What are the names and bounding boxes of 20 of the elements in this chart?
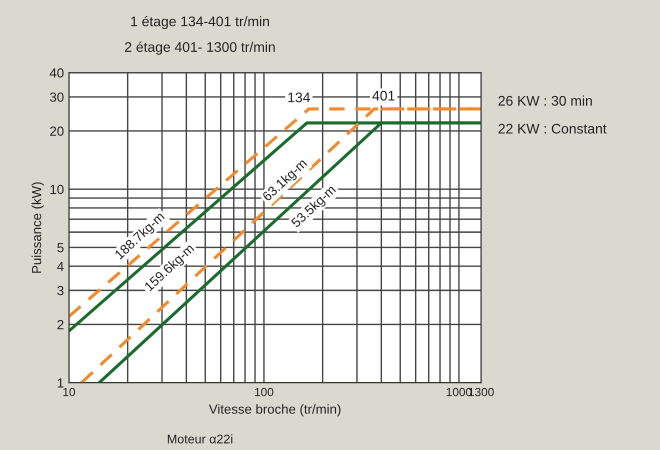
y-tick-label: 3	[57, 286, 64, 296]
y-tick-label: 5	[57, 243, 64, 252]
y-tick-label: 30	[50, 92, 64, 102]
annotation: 26 KW : 30 min	[498, 96, 592, 106]
annotation: 134	[288, 92, 310, 102]
chart-title: 1 étage 134-401 tr/min	[131, 16, 269, 30]
annotation: 22 KW : Constant	[498, 124, 607, 134]
x-tick-label: 100	[255, 388, 274, 396]
y-tick-label: 10	[50, 184, 64, 194]
y-tick-label: 2	[57, 320, 64, 330]
annotation: 401	[372, 90, 395, 101]
chart-subtitle: 2 étage 401- 1300 tr/min	[125, 42, 275, 55]
text: Moteur α22i	[168, 434, 232, 444]
y-tick-label: 1	[58, 378, 64, 388]
y-tick-label: 4	[57, 262, 64, 271]
y-tick-label: 40	[50, 68, 64, 78]
x-tick-label: 10	[63, 388, 76, 396]
y-axis-title: Puissance (kW)	[32, 182, 44, 273]
y-tick-label: 20	[50, 126, 64, 136]
x-axis-title: Vitesse broche (tr/min)	[208, 404, 340, 416]
